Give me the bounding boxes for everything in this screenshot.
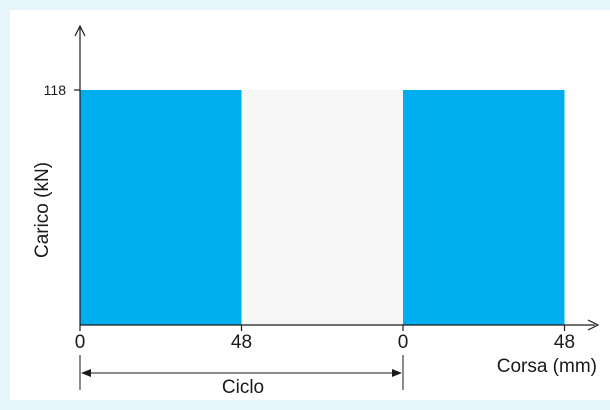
empty-segment [241, 90, 403, 325]
x-tick-label: 48 [231, 332, 252, 353]
cycle-arrow-right [392, 369, 402, 377]
y-tick-label: 118 [44, 82, 67, 98]
cycle-label: Ciclo [222, 377, 264, 398]
bars-layer [80, 90, 565, 325]
x-axis-title: Corsa (mm) [497, 356, 597, 377]
cycle-arrow-left [81, 369, 91, 377]
x-axis-arrow [587, 319, 600, 331]
x-tick-label: 48 [554, 332, 575, 353]
load-bar [80, 90, 242, 325]
x-ticks-layer: 0 48 0 48 [75, 325, 575, 353]
x-tick-label: 0 [398, 332, 409, 353]
y-axis-title: Carico (kN) [32, 162, 53, 258]
x-tick-label: 0 [75, 332, 86, 353]
load-bar [403, 90, 565, 325]
y-axis-arrow [74, 24, 86, 37]
